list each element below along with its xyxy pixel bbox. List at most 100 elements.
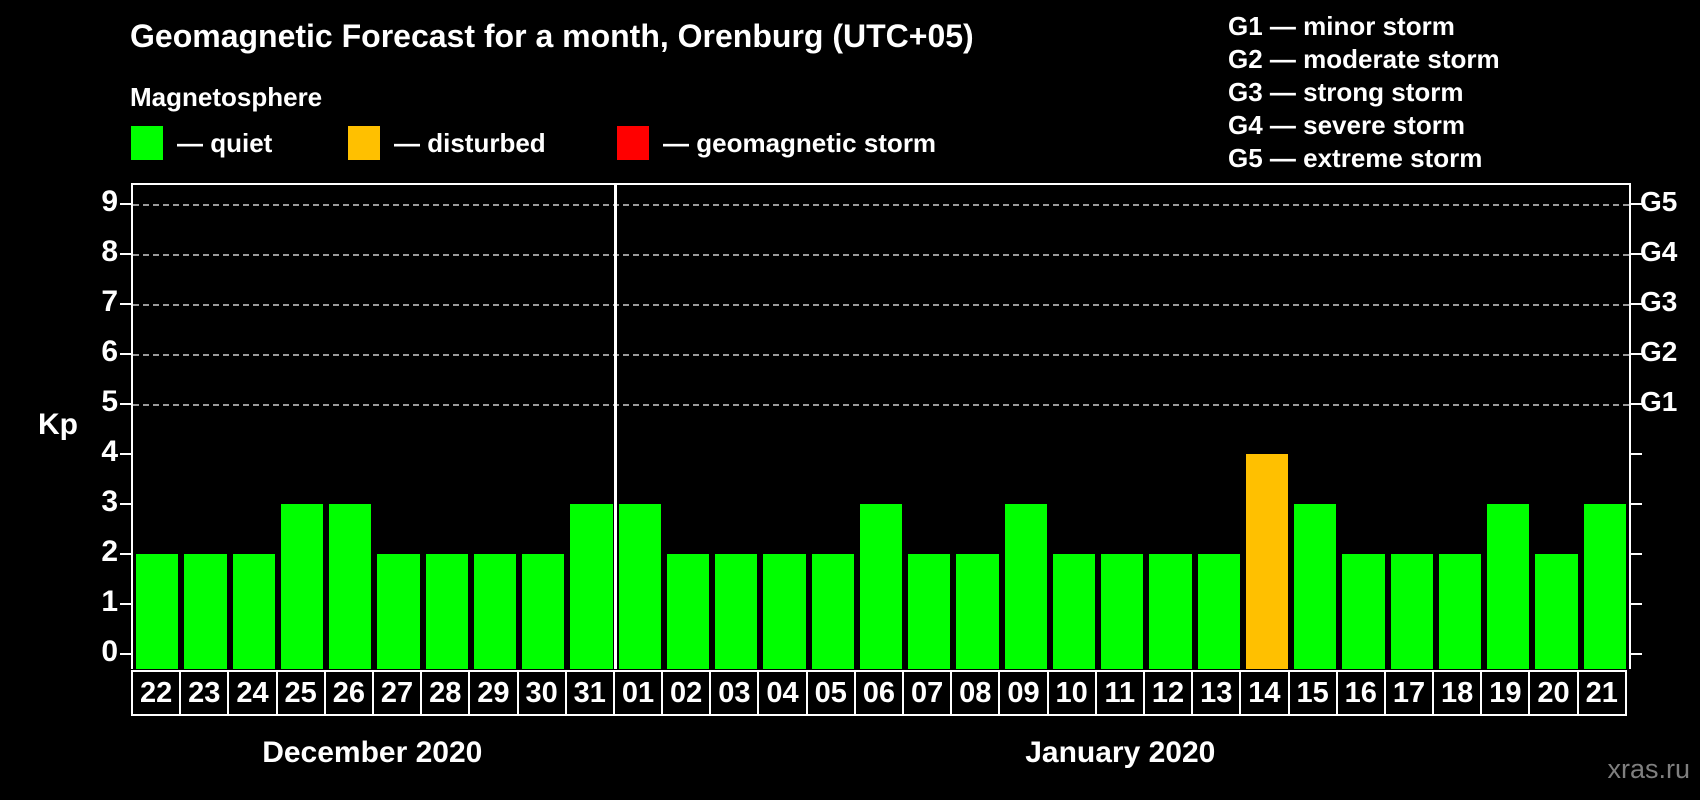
bar-column-05 bbox=[809, 185, 857, 669]
day-label-11: 11 bbox=[1094, 670, 1145, 716]
right-axis-tick-0 bbox=[1631, 653, 1642, 655]
day-label-13: 13 bbox=[1191, 670, 1242, 716]
g-legend-line-3: G3 — strong storm bbox=[1228, 77, 1464, 107]
day-label-04: 04 bbox=[757, 670, 808, 716]
day-label-07: 07 bbox=[902, 670, 953, 716]
kp-bar-day-07 bbox=[908, 554, 951, 669]
kp-bar-day-11 bbox=[1101, 554, 1144, 669]
bar-column-03 bbox=[712, 185, 760, 669]
bar-column-08 bbox=[953, 185, 1001, 669]
bar-column-28 bbox=[423, 185, 471, 669]
bar-column-11 bbox=[1098, 185, 1146, 669]
bar-column-31 bbox=[567, 185, 615, 669]
kp-bar-day-18 bbox=[1438, 554, 1482, 669]
bar-column-23 bbox=[181, 185, 229, 669]
right-axis-tick-3 bbox=[1631, 503, 1642, 505]
left-axis-tick-6 bbox=[120, 353, 131, 355]
y-axis-label-1: 1 bbox=[101, 585, 118, 618]
kp-bar-day-09 bbox=[1004, 504, 1047, 669]
day-label-19: 19 bbox=[1480, 670, 1531, 716]
plot-area bbox=[120, 183, 1642, 669]
right-axis-tick-2 bbox=[1631, 553, 1642, 555]
bar-column-12 bbox=[1146, 185, 1194, 669]
day-axis-row: 22 23 24 25 26 27 28 29 30 31 01 02 03 04 05 06 07 08 09 10… bbox=[131, 670, 1627, 716]
bar-column-29 bbox=[471, 185, 519, 669]
bar-column-02 bbox=[664, 185, 712, 669]
left-axis-tick-9 bbox=[120, 203, 131, 205]
bar-column-26 bbox=[326, 185, 374, 669]
bar-column-24 bbox=[230, 185, 278, 669]
bar-column-21 bbox=[1581, 185, 1629, 669]
legend-item-quiet: — quiet bbox=[131, 126, 272, 160]
kp-bar-day-30 bbox=[522, 554, 565, 669]
gridline-kp5 bbox=[133, 404, 1629, 406]
g-legend-line-2: G2 — moderate storm bbox=[1228, 44, 1500, 74]
kp-bar-day-04 bbox=[763, 554, 806, 669]
g-scale-legend: G1 — minor storm G2 — moderate storm G3 — … bbox=[1228, 10, 1500, 175]
y-axis-label-9: 9 bbox=[101, 185, 118, 218]
month-label-january: January 2020 bbox=[1025, 736, 1216, 769]
bar-column-19 bbox=[1484, 185, 1532, 669]
kp-bar-day-14 bbox=[1245, 454, 1289, 669]
right-axis-tick-8 bbox=[1631, 253, 1642, 255]
left-axis-tick-5 bbox=[120, 403, 131, 405]
kp-bar-day-01 bbox=[618, 504, 661, 669]
legend-label-quiet: — quiet bbox=[177, 127, 273, 158]
right-axis-label-g5: G5 bbox=[1640, 186, 1678, 217]
right-axis-tick-1 bbox=[1631, 603, 1642, 605]
legend-label-storm: — geomagnetic storm bbox=[663, 127, 937, 158]
kp-bar-day-29 bbox=[473, 554, 517, 669]
bar-column-16 bbox=[1339, 185, 1387, 669]
day-label-15: 15 bbox=[1287, 670, 1338, 716]
bar-column-09 bbox=[1002, 185, 1050, 669]
quiet-color-swatch-icon bbox=[131, 126, 163, 160]
kp-bar-day-17 bbox=[1390, 554, 1433, 669]
g-legend-line-1: G1 — minor storm bbox=[1228, 11, 1455, 41]
y-axis-label-7: 7 bbox=[101, 285, 118, 318]
y-axis-label-2: 2 bbox=[101, 535, 118, 568]
day-label-17: 17 bbox=[1383, 670, 1435, 716]
right-axis-tick-4 bbox=[1631, 453, 1642, 455]
right-axis-tick-9 bbox=[1631, 203, 1642, 205]
kp-bar-day-16 bbox=[1342, 554, 1385, 669]
day-label-20: 20 bbox=[1528, 670, 1579, 716]
right-axis-label-g1: G1 bbox=[1640, 386, 1678, 417]
gridline-kp8 bbox=[133, 254, 1629, 256]
day-label-22: 22 bbox=[131, 670, 182, 716]
page-title: Geomagnetic Forecast for a month, Orenbu… bbox=[130, 18, 974, 54]
bar-column-14 bbox=[1243, 185, 1291, 669]
kp-bar-day-25 bbox=[280, 504, 324, 669]
day-label-30: 30 bbox=[516, 670, 567, 716]
kp-bar-day-10 bbox=[1052, 554, 1096, 669]
gridline-kp6 bbox=[133, 354, 1629, 356]
day-label-27: 27 bbox=[371, 670, 423, 716]
month-label-december: December 2020 bbox=[262, 736, 483, 769]
day-label-31: 31 bbox=[564, 670, 615, 716]
left-axis-tick-2 bbox=[120, 553, 131, 555]
bar-column-18 bbox=[1436, 185, 1484, 669]
kp-bar-day-23 bbox=[184, 554, 227, 669]
kp-bar-day-13 bbox=[1197, 554, 1240, 669]
kp-bar-day-28 bbox=[425, 554, 468, 669]
day-label-26: 26 bbox=[323, 670, 374, 716]
bar-column-30 bbox=[519, 185, 567, 669]
gridline-kp7 bbox=[133, 304, 1629, 306]
day-label-16: 16 bbox=[1335, 670, 1386, 716]
g-legend-line-4: G4 — severe storm bbox=[1228, 110, 1466, 140]
legend-label-disturbed: — disturbed bbox=[394, 127, 546, 158]
bar-column-10 bbox=[1050, 185, 1098, 669]
kp-bar-day-06 bbox=[859, 504, 903, 669]
bar-column-20 bbox=[1532, 185, 1580, 669]
day-label-08: 08 bbox=[950, 670, 1001, 716]
left-axis-tick-0 bbox=[120, 653, 131, 655]
y-axis-label-5: 5 bbox=[101, 385, 118, 418]
day-label-03: 03 bbox=[709, 670, 760, 716]
bar-column-04 bbox=[760, 185, 808, 669]
right-axis-label-g4: G4 bbox=[1640, 236, 1678, 267]
day-label-12: 12 bbox=[1142, 670, 1194, 716]
left-axis-tick-3 bbox=[120, 503, 131, 505]
y-axis-label-6: 6 bbox=[101, 335, 118, 368]
kp-bar-day-27 bbox=[377, 554, 420, 669]
y-axis-label-8: 8 bbox=[101, 235, 118, 268]
day-label-10: 10 bbox=[1046, 670, 1097, 716]
